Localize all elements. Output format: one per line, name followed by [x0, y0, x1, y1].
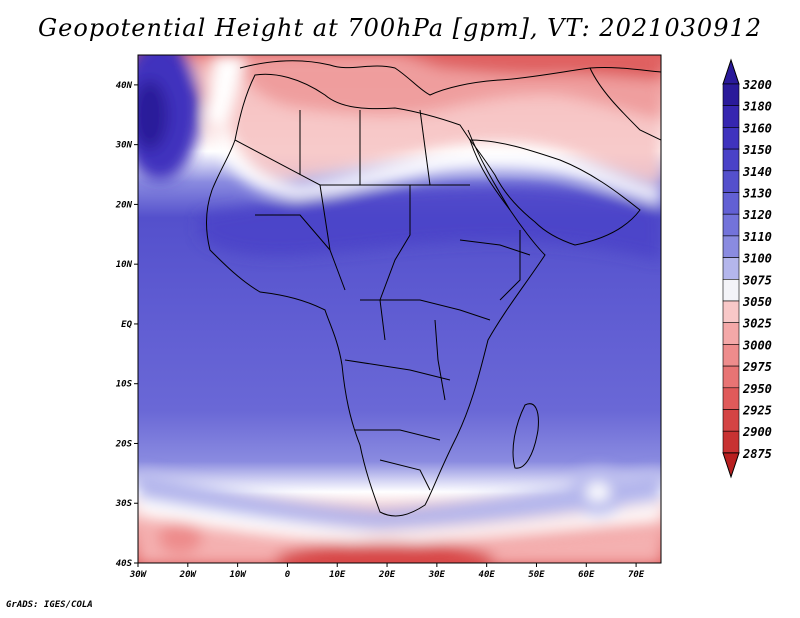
- lat-tick-label: 20S: [115, 439, 133, 449]
- colorbar-label: 3025: [742, 317, 772, 331]
- lat-tick-label: EQ: [121, 320, 132, 330]
- colorbar-swatch: [722, 387, 740, 410]
- colorbar-label: 2900: [742, 425, 772, 439]
- colorbar-label: 2975: [742, 360, 772, 374]
- colorbar-swatch: [722, 278, 740, 302]
- grads-credit: GrADS: IGES/COLA: [6, 600, 93, 610]
- colorbar-swatch: [722, 235, 740, 258]
- colorbar-swatch: [722, 213, 740, 237]
- colorbar-swatch: [722, 430, 740, 454]
- colorbar-label: 3200: [742, 78, 772, 92]
- longitude-axis: 30W 20W 10W 0 10E 20E 30E 40E 50E 60E 70E: [129, 563, 645, 580]
- colorbar-swatch: [722, 365, 740, 389]
- height-field: [138, 55, 661, 563]
- plot-frame: [137, 54, 662, 564]
- colorbar-label: 3100: [742, 252, 772, 266]
- lon-tick-label: 20W: [179, 570, 198, 580]
- colorbar-swatch: [722, 344, 740, 367]
- colorbar-swatch: [722, 409, 740, 432]
- lon-tick-label: 50E: [528, 570, 545, 580]
- colorbar-label: 3050: [742, 295, 772, 309]
- colorbar-label: 3140: [742, 165, 772, 179]
- colorbar: 3200 3180 3160 3150 3140 3130 3120 3110 3100 3075…: [722, 58, 772, 479]
- lon-tick-label: 70E: [628, 570, 645, 580]
- lon-tick-label: 30E: [428, 570, 446, 580]
- lon-tick-label: 10E: [329, 570, 346, 580]
- lat-tick-label: 40S: [116, 559, 133, 569]
- lat-tick-label: 40N: [116, 81, 133, 91]
- colorbar-label: 3130: [742, 187, 772, 201]
- colorbar-label: 3110: [742, 230, 772, 244]
- lon-tick-label: 0: [285, 570, 291, 580]
- colorbar-swatch: [722, 257, 740, 280]
- colorbar-max-arrow: [722, 58, 740, 85]
- colorbar-label: 3160: [742, 121, 772, 135]
- colorbar-swatch: [722, 300, 740, 324]
- colorbar-label: 3150: [742, 143, 772, 157]
- map-title: Geopotential Height at 700hPa [gpm], VT:…: [38, 14, 762, 42]
- coastlines: [206, 60, 661, 517]
- latitude-axis: 40N 30N 20N 10N EQ 10S 20S 30S 40S: [115, 81, 138, 569]
- colorbar-label: 2950: [742, 382, 772, 396]
- lon-tick-label: 30W: [129, 570, 148, 580]
- colorbar-swatch: [722, 105, 740, 128]
- lon-tick-label: 40E: [479, 570, 496, 580]
- colorbar-label: 3000: [742, 338, 772, 352]
- lat-tick-label: 10N: [116, 260, 133, 270]
- colorbar-swatch: [722, 127, 740, 150]
- lat-tick-label: 10S: [116, 380, 133, 390]
- colorbar-label: 2925: [742, 404, 772, 418]
- lon-tick-label: 10W: [229, 570, 247, 580]
- lon-tick-label: 60E: [578, 570, 595, 580]
- colorbar-swatch: [722, 192, 740, 215]
- colorbar-swatch: [722, 83, 740, 107]
- colorbar-label: 3075: [742, 273, 772, 287]
- lat-tick-label: 30S: [115, 499, 133, 509]
- colorbar-label: 3120: [742, 208, 772, 222]
- colorbar-label: 3180: [742, 100, 772, 114]
- colorbar-min-arrow: [722, 452, 740, 479]
- lon-tick-label: 20E: [378, 570, 396, 580]
- colorbar-swatch: [722, 148, 740, 172]
- colorbar-swatch: [722, 322, 740, 345]
- colorbar-swatch: [722, 170, 740, 193]
- lat-tick-label: 20N: [115, 200, 133, 210]
- lat-tick-label: 30N: [115, 141, 133, 151]
- colorbar-label: 2875: [742, 447, 772, 461]
